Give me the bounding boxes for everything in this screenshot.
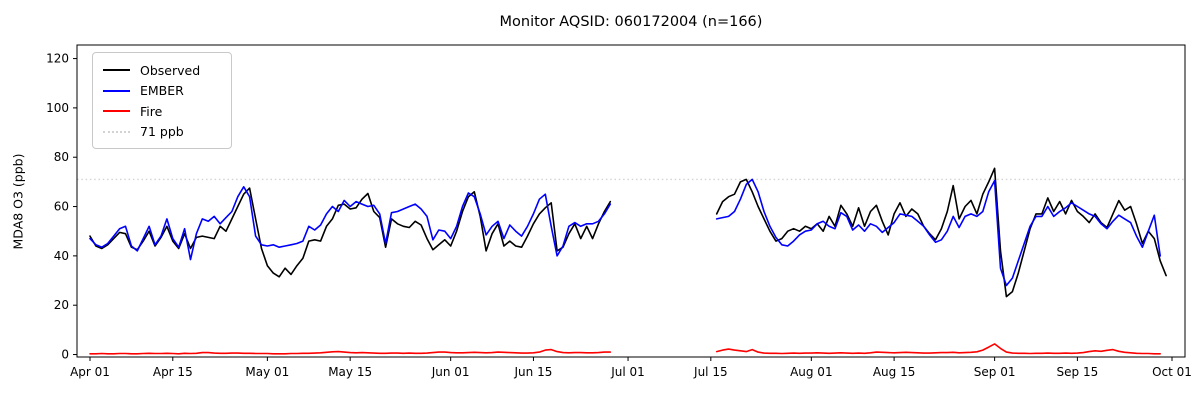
legend-row-threshold: 71 ppb — [103, 122, 221, 143]
y-tick-label: 120 — [46, 52, 69, 66]
fire-line-segment-1 — [89, 348, 612, 355]
y-tick-label: 0 — [61, 348, 69, 362]
x-tick-label: May 01 — [245, 365, 289, 379]
x-tick-label: Jul 01 — [610, 365, 645, 379]
y-tick-label: 40 — [54, 249, 69, 263]
legend: Observed EMBER Fire 71 ppb — [92, 52, 232, 149]
y-tick-label: 60 — [54, 200, 69, 214]
x-tick-label: Apr 01 — [70, 365, 110, 379]
x-tick-label: Sep 01 — [974, 365, 1016, 379]
ember-line-segment-2 — [715, 178, 1161, 287]
legend-label-ember: EMBER — [140, 83, 184, 99]
x-tick-label: Jun 01 — [431, 365, 470, 379]
fire-line-segment-2 — [715, 343, 1161, 355]
x-tick-label: Aug 15 — [873, 365, 916, 379]
legend-label-observed: Observed — [140, 62, 201, 78]
x-tick-label: Jun 15 — [514, 365, 553, 379]
chart-title: Monitor AQSID: 060172004 (n=166) — [499, 14, 763, 30]
threshold-line-sample — [103, 130, 130, 133]
x-tick-label: Oct 01 — [1152, 365, 1192, 379]
x-tick-label: May 15 — [328, 365, 372, 379]
ember-line-segment-1 — [89, 186, 612, 261]
fire-line-sample — [103, 110, 130, 113]
legend-label-fire: Fire — [140, 103, 163, 119]
axes-spines — [76, 44, 1186, 358]
legend-row-ember: EMBER — [103, 81, 221, 102]
legend-row-observed: Observed — [103, 60, 221, 81]
y-tick-label: 100 — [46, 101, 69, 115]
observed-line-segment-1 — [89, 187, 612, 278]
legend-label-threshold: 71 ppb — [140, 124, 184, 140]
legend-row-fire: Fire — [103, 101, 221, 122]
observed-line-segment-2 — [715, 167, 1167, 298]
x-tick-label: Jul 15 — [693, 365, 728, 379]
x-tick-label: Aug 01 — [790, 365, 833, 379]
ember-line-sample — [103, 89, 130, 92]
x-tick-label: Sep 15 — [1057, 365, 1099, 379]
observed-line-sample — [103, 69, 130, 72]
y-tick-label: 20 — [54, 298, 69, 312]
y-tick-label: 80 — [54, 150, 69, 164]
x-tick-label: Apr 15 — [153, 365, 193, 379]
